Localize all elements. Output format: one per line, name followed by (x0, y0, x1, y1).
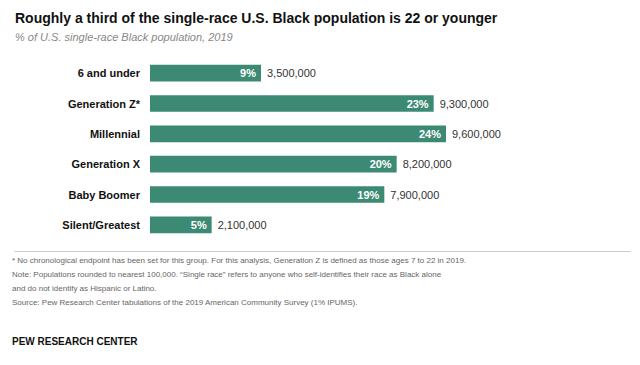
svg-text:6 and under: 6 and under (78, 67, 141, 79)
svg-text:Note: Populations rounded to n: Note: Populations rounded to nearest 100… (12, 270, 442, 279)
svg-text:Generation X: Generation X (72, 158, 141, 170)
svg-text:PEW RESEARCH CENTER: PEW RESEARCH CENTER (12, 336, 138, 347)
svg-text:9%: 9% (240, 67, 256, 79)
svg-text:2,100,000: 2,100,000 (218, 219, 267, 231)
svg-text:9,600,000: 9,600,000 (452, 128, 501, 140)
svg-text:Millennial: Millennial (90, 128, 140, 140)
svg-text:Roughly a third of the single-: Roughly a third of the single-race U.S. … (15, 10, 498, 26)
svg-text:19%: 19% (357, 189, 379, 201)
svg-text:5%: 5% (191, 219, 207, 231)
svg-text:23%: 23% (407, 98, 429, 110)
svg-text:* No chronological endpoint ha: * No chronological endpoint has been set… (12, 256, 466, 265)
svg-text:and do not identify as Hispani: and do not identify as Hispanic or Latin… (12, 284, 157, 293)
svg-text:Source: Pew Research Center ta: Source: Pew Research Center tabulations … (12, 298, 358, 307)
svg-text:24%: 24% (419, 128, 441, 140)
svg-text:7,900,000: 7,900,000 (390, 189, 439, 201)
svg-text:Generation Z*: Generation Z* (68, 98, 141, 110)
svg-text:9,300,000: 9,300,000 (440, 98, 489, 110)
svg-text:3,500,000: 3,500,000 (267, 67, 316, 79)
svg-text:20%: 20% (370, 158, 392, 170)
svg-text:Silent/Greatest: Silent/Greatest (62, 219, 140, 231)
svg-text:8,200,000: 8,200,000 (403, 158, 452, 170)
svg-text:Baby Boomer: Baby Boomer (68, 189, 140, 201)
svg-text:% of U.S. single-race Black po: % of U.S. single-race Black population, … (15, 31, 233, 43)
